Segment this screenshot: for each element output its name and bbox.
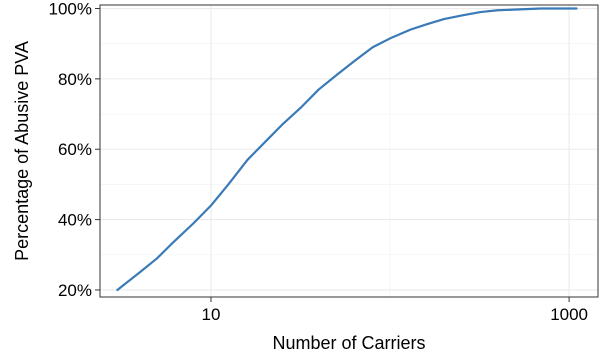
axes: 10 1000 20% 40% 60% 80% 100% [49, 0, 589, 324]
x-tick-label: 1000 [550, 305, 588, 324]
y-tick-label: 40% [58, 211, 92, 230]
grid-lines [100, 5, 598, 297]
series-line-0 [116, 7, 578, 292]
x-tick-label: 10 [202, 305, 221, 324]
plot-panel-border [99, 4, 599, 298]
x-axis-title: Number of Carriers [272, 333, 425, 353]
y-tick-label: 80% [58, 70, 92, 89]
y-axis-title: Percentage of Abusive PVA [12, 41, 32, 261]
y-tick-label: 20% [58, 281, 92, 300]
y-tick-label: 100% [49, 0, 92, 19]
series-layer [116, 7, 578, 292]
y-tick-label: 60% [58, 140, 92, 159]
